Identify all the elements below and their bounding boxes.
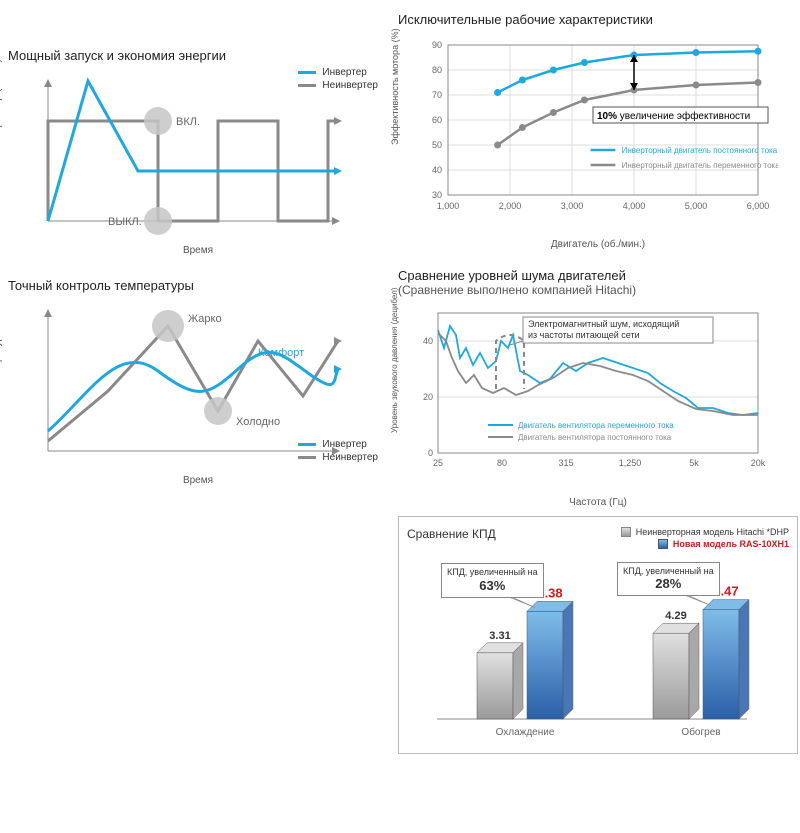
- svg-text:ВКЛ.: ВКЛ.: [176, 116, 200, 128]
- svg-text:4.29: 4.29: [665, 610, 686, 622]
- legend-inverter2: Инвертер: [322, 439, 366, 450]
- legend-noninverter2: Неинвертер: [322, 452, 378, 463]
- svg-text:1,000: 1,000: [437, 201, 460, 211]
- legend-inverter: Инвертер: [322, 67, 366, 78]
- chart-power-startup: Мощный запуск и экономия энергии Инверте…: [8, 48, 388, 256]
- svg-text:Жарко: Жарко: [188, 313, 222, 325]
- svg-text:40: 40: [432, 165, 442, 175]
- svg-text:1,250: 1,250: [619, 458, 642, 468]
- svg-text:70: 70: [432, 90, 442, 100]
- legend-noninverter: Неинвертер: [322, 80, 378, 91]
- svg-text:10% увеличение эффективности: 10% увеличение эффективности: [597, 110, 750, 122]
- chart-noise-comparison: Сравнение уровней шума двигателей (Сравн…: [398, 268, 798, 508]
- svg-text:20k: 20k: [751, 458, 766, 468]
- chart3-title: Исключительные рабочие характеристики: [398, 12, 798, 27]
- svg-text:Двигатель вентилятора переменн: Двигатель вентилятора переменного тока: [518, 421, 674, 430]
- chart-kpd-comparison: Сравнение КПД Неинверторная модель Hitac…: [398, 516, 798, 754]
- svg-text:Инверторный двигатель постоянн: Инверторный двигатель постоянного тока: [622, 146, 778, 155]
- chart1-xlabel: Время: [8, 245, 388, 256]
- legend-new-model: Новая модель RAS-10XH1: [673, 539, 789, 549]
- chart3-svg: 30 40 50 60 70 80 90 1,000 2,000 3,000 4,000 5,000 6…: [398, 35, 778, 235]
- chart4-title: Сравнение уровней шума двигателей: [398, 268, 798, 283]
- svg-text:315: 315: [558, 458, 573, 468]
- chart2-legend: Инвертер Неинвертер: [298, 437, 378, 465]
- svg-text:3.31: 3.31: [489, 630, 510, 642]
- chart-motor-efficiency: Исключительные рабочие характеристики 30…: [398, 12, 798, 250]
- chart1-svg: ВКЛ. ВЫКЛ.: [8, 71, 348, 241]
- legend-old-model: Неинверторная модель Hitachi *DHP: [636, 527, 789, 537]
- chart5-legend: Неинверторная модель Hitachi *DHP Новая …: [621, 527, 789, 549]
- svg-text:4,000: 4,000: [623, 201, 646, 211]
- chart4-svg: 0 20 40 25 80 315 1,250 5k 20k Электромагнитный ш…: [398, 303, 778, 493]
- svg-text:25: 25: [433, 458, 443, 468]
- svg-text:Электромагнитный шум, исходящи: Электромагнитный шум, исходящий: [528, 319, 679, 329]
- svg-text:80: 80: [497, 458, 507, 468]
- svg-text:5,000: 5,000: [685, 201, 708, 211]
- kpd-callout: КПД, увеличенный на28%: [617, 562, 720, 596]
- svg-text:0: 0: [428, 448, 433, 458]
- svg-text:Обогрев: Обогрев: [681, 726, 720, 738]
- chart4-ylabel: Уровень звукового давления (децибел): [390, 288, 399, 433]
- chart2-ylabel: Температура: [0, 330, 3, 391]
- svg-text:ВЫКЛ.: ВЫКЛ.: [108, 216, 142, 228]
- svg-text:Двигатель вентилятора постоянн: Двигатель вентилятора постоянного тока: [518, 433, 672, 442]
- svg-text:5k: 5k: [689, 458, 699, 468]
- chart-temperature-control: Точный контроль температуры Жарко Холодно…: [8, 278, 388, 486]
- chart4-xlabel: Частота (Гц): [398, 497, 798, 508]
- svg-text:3,000: 3,000: [561, 201, 584, 211]
- chart1-title: Мощный запуск и экономия энергии: [8, 48, 388, 63]
- chart3-ylabel: Эффективность мотора (%): [390, 28, 400, 145]
- svg-text:20: 20: [423, 392, 433, 402]
- chart1-legend: Инвертер Неинвертер: [298, 65, 378, 93]
- svg-text:6,000: 6,000: [747, 201, 770, 211]
- svg-text:Холодно: Холодно: [236, 416, 280, 428]
- kpd-callout: КПД, увеличенный на63%: [441, 563, 544, 597]
- chart3-xlabel: Двигатель (об./мин.): [398, 239, 798, 250]
- svg-text:40: 40: [423, 336, 433, 346]
- svg-text:Инверторный двигатель переменн: Инверторный двигатель переменного тока: [622, 161, 778, 170]
- svg-text:30: 30: [432, 190, 442, 200]
- svg-text:2,000: 2,000: [499, 201, 522, 211]
- chart1-ylabel: Компрессор (об./м.): [0, 59, 3, 151]
- svg-text:80: 80: [432, 65, 442, 75]
- chart5-plot: 3.315.38Охлаждение4.295.47ОбогревКПД, ув…: [407, 549, 789, 749]
- svg-text:60: 60: [432, 115, 442, 125]
- svg-text:Комфорт: Комфорт: [258, 347, 304, 359]
- svg-text:Охлаждение: Охлаждение: [496, 727, 555, 738]
- chart4-subtitle: (Сравнение выполнено компанией Hitachi): [398, 283, 798, 297]
- svg-text:50: 50: [432, 140, 442, 150]
- svg-text:из частоты питающей сети: из частоты питающей сети: [528, 330, 640, 340]
- svg-text:90: 90: [432, 40, 442, 50]
- chart2-title: Точный контроль температуры: [8, 278, 388, 293]
- chart5-title: Сравнение КПД: [407, 527, 496, 541]
- chart2-xlabel: Время: [8, 475, 388, 486]
- chart2-svg: Жарко Холодно Комфорт: [8, 301, 348, 471]
